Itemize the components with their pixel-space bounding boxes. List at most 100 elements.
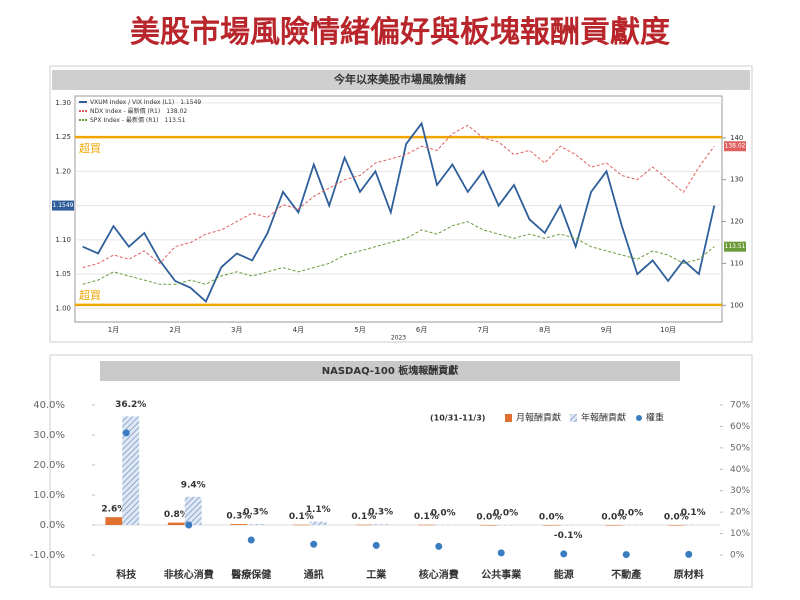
x-tick-label: 8月 [539,326,550,334]
value-label: 9.4% [181,480,206,490]
value-label: 0.0% [431,509,456,519]
series-line [82,221,715,285]
weight-dot [622,551,630,559]
y2-tick-label: 130 [730,176,743,184]
y-tick-label: 1.30 [55,99,71,107]
ytd-bar [497,525,515,526]
weight-dot [560,550,568,558]
legend-swatch [570,414,577,422]
y2-tick-label: 120 [730,218,743,226]
legend-name: NDX Index - 最新價 (R1) [90,107,160,115]
series-line [82,121,716,303]
x-tick-label: 9月 [601,326,612,334]
x-tick-label: 7月 [477,326,488,334]
y-tick-label: 1.20 [55,167,71,175]
x-tick-label: 4月 [293,326,304,334]
value-label: 0.0% [539,513,564,523]
last-value-label: 138.02 [725,143,746,150]
ytd-bar [559,525,577,526]
ytd-bar [247,524,265,525]
ytd-bar [372,524,390,525]
y2-tick-label: 50% [730,443,750,453]
y2-tick-label: 10% [730,529,750,539]
weight-dot [685,550,693,558]
x-tick-label: 10月 [660,326,676,334]
value-label: 0.1% [414,512,439,522]
legend-swatch [505,414,512,422]
legend-label: NDX Index - 最新價 (R1) 138.02 [90,107,187,115]
x-tick-label: 1月 [108,326,119,334]
chart-header [52,70,750,90]
x-tick-label: 能源 [554,568,574,581]
value-label: 2.6% [101,505,126,515]
value-label: 0.0% [601,513,626,523]
last-value-box [724,141,746,152]
weight-dot [185,521,193,529]
value-label: 0.3% [243,508,268,518]
weight-dot [435,542,443,550]
month-bar [542,525,560,526]
value-label: 0.0% [618,509,643,519]
month-bar [230,524,248,525]
ytd-bar [184,496,202,525]
value-label: 0.8% [164,510,189,520]
y2-tick-label: 40% [730,465,750,475]
chart-header [100,361,680,381]
value-label: 0.3% [226,512,251,522]
y-tick-label: 20.0% [33,460,65,471]
y-tick-label: 40.0% [33,400,65,411]
plot-area [74,95,723,323]
y-tick-label: 1.05 [55,270,71,278]
x-tick-label: 核心消費 [419,568,459,581]
y2-tick-label: 0% [730,551,745,561]
x-tick-label: 通訊 [304,568,324,581]
series-line [82,124,715,269]
legend-label: 權重 [646,412,664,424]
ytd-bar [622,525,640,526]
month-bar [167,522,185,525]
y2-tick-label: 20% [730,508,750,518]
y2-tick-label: 70% [730,401,750,411]
y2-tick-label: 140 [730,134,743,142]
x-tick-label: 公共事業 [481,568,522,581]
y-tick-label: -10.0% [30,550,65,561]
last-value-label: 113.51 [725,243,746,250]
x-tick-label: 2月 [169,326,180,334]
x-tick-label: 5月 [354,326,365,334]
x-tick-label: 醫療保健 [231,568,271,581]
chart-title: 今年以來美股市場風險情緒 [333,72,466,86]
y-tick-label: 10.0% [33,490,65,501]
value-label: 1.1% [306,505,331,515]
x-year-label: 2023 [391,335,406,342]
value-label: -0.1% [554,531,583,541]
month-bar [605,525,623,526]
month-bar [667,525,685,526]
value-label: 36.2% [115,400,146,410]
value-label: 0.3% [368,508,393,518]
y2-tick-label: 100 [730,301,743,309]
weight-dot [247,536,255,544]
legend-value: 138.02 [166,108,187,115]
month-bar [480,525,498,526]
value-label: 0.1% [681,508,706,518]
legend-name: VXUM Index / VIX Index (L1) [90,99,174,106]
y-tick-label: 1.25 [55,133,71,141]
value-label: 0.0% [493,509,518,519]
y-tick-label: 1.10 [55,236,71,244]
x-tick-label: 工業 [366,568,387,581]
chart-title: NASDAQ-100 板塊報酬貢獻 [322,364,459,377]
x-tick-label: 3月 [231,326,242,334]
value-label: 0.1% [289,512,314,522]
ytd-bar [122,416,140,525]
month-bar [292,524,310,526]
weight-dot [122,429,130,437]
legend-label: 年報酬貢獻 [581,412,626,424]
legend-swatch [636,415,642,421]
weight-dot [372,541,380,549]
chart-subtitle: (10/31-11/3) [430,414,485,423]
weight-dot [310,540,318,548]
legend-name: SPX Index - 最新價 (R1) [90,116,159,124]
x-tick-label: 原材料 [674,568,704,581]
